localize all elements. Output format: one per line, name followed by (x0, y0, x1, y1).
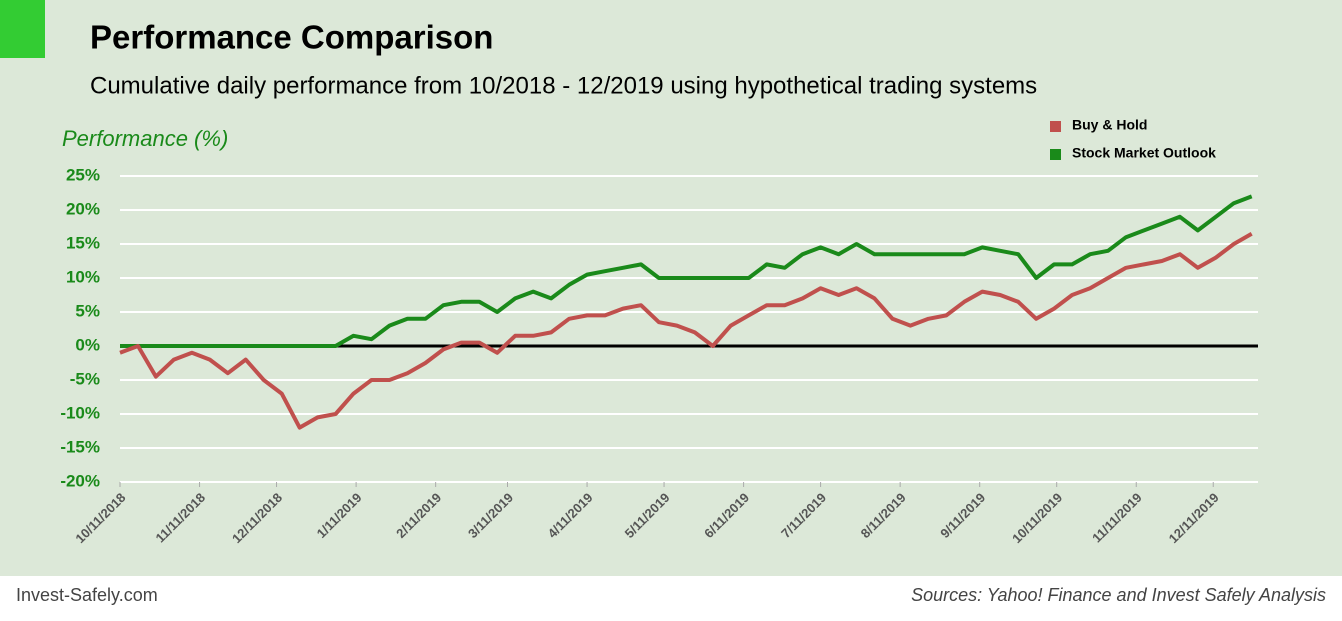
chart-background (0, 0, 1342, 576)
legend-swatch (1050, 121, 1061, 132)
y-tick-label: 10% (66, 267, 100, 286)
y-axis-title: Performance (%) (62, 126, 228, 151)
footer-source: Sources: Yahoo! Finance and Invest Safel… (911, 585, 1326, 605)
accent-block (0, 0, 45, 58)
y-tick-label: -10% (60, 403, 100, 422)
y-tick-label: 20% (66, 199, 100, 218)
y-tick-label: 15% (66, 233, 100, 252)
y-tick-label: 5% (75, 301, 100, 320)
y-tick-label: 0% (75, 335, 100, 354)
y-tick-label: -20% (60, 471, 100, 490)
y-tick-label: 25% (66, 165, 100, 184)
footer-brand: Invest-Safely.com (16, 585, 158, 605)
legend-label: Stock Market Outlook (1072, 145, 1216, 161)
series-line (119, 232, 1253, 430)
chart-subtitle: Cumulative daily performance from 10/201… (90, 72, 1037, 99)
legend-swatch (1050, 149, 1061, 160)
chart-title: Performance Comparison (90, 19, 493, 56)
y-tick-label: -15% (60, 437, 100, 456)
legend-label: Buy & Hold (1072, 117, 1147, 133)
series-line (120, 194, 1253, 348)
y-tick-label: -5% (70, 369, 100, 388)
